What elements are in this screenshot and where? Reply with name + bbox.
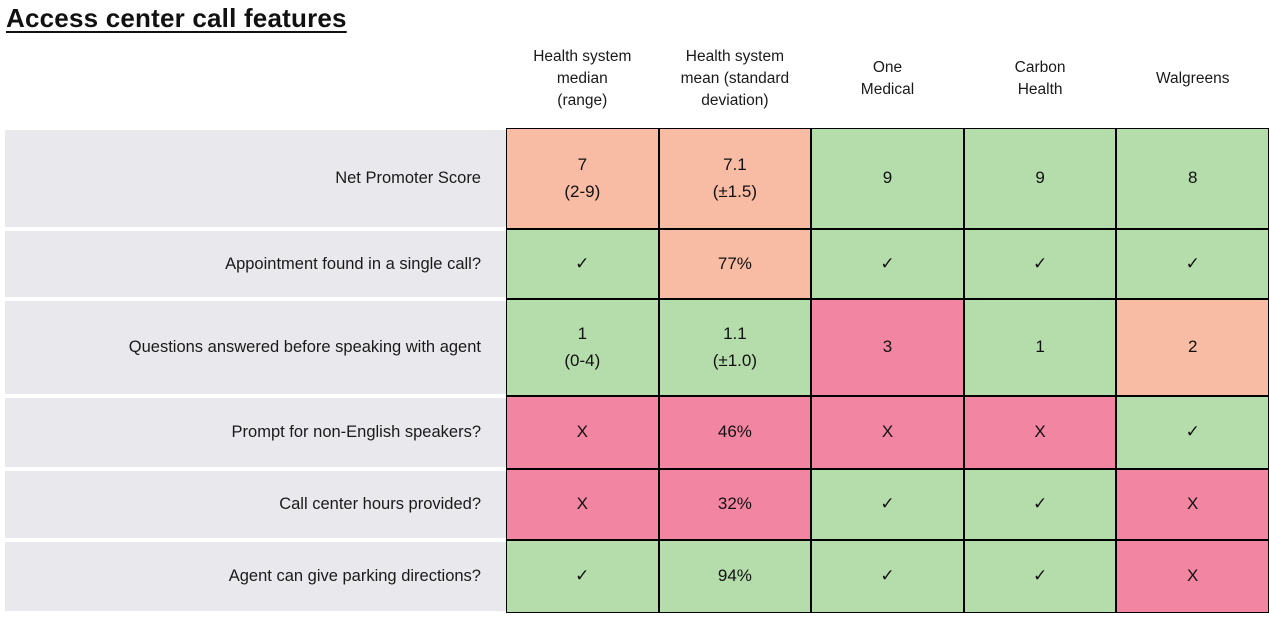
table-cell: 7 (2-9) xyxy=(506,128,659,229)
table-cell: 2 xyxy=(1116,299,1269,396)
column-header: Carbon Health xyxy=(1014,59,1066,98)
column-header: Health system median (range) xyxy=(533,48,632,109)
page-title: Access center call features xyxy=(6,3,347,33)
table-cell: 46% xyxy=(658,396,812,469)
row-label: Prompt for non-English speakers? xyxy=(5,396,506,469)
table-cell: X xyxy=(963,396,1117,469)
table-cell: ✓ xyxy=(963,469,1117,540)
table-cell: X xyxy=(1116,469,1269,540)
row-label: Agent can give parking directions? xyxy=(5,540,506,613)
row-label: Questions answered before speaking with … xyxy=(5,299,506,396)
row-label: Net Promoter Score xyxy=(5,128,506,229)
features-table: Health system median (range) Health syste… xyxy=(5,36,1269,613)
table-cell: 3 xyxy=(811,299,964,396)
column-header: Health system mean (standard deviation) xyxy=(680,48,790,109)
table-cell: ✓ xyxy=(506,540,659,613)
table-cell: 9 xyxy=(811,128,964,229)
table-cell: X xyxy=(811,396,964,469)
table-cell: 9 xyxy=(963,128,1117,229)
table-cell: X xyxy=(506,396,659,469)
column-header: Walgreens xyxy=(1155,70,1230,88)
corner-cell xyxy=(5,36,506,128)
row-label: Appointment found in a single call? xyxy=(5,229,506,299)
table-cell: ✓ xyxy=(506,229,659,299)
table-cell: ✓ xyxy=(1116,396,1269,469)
table-cell: X xyxy=(506,469,659,540)
table-cell: ✓ xyxy=(811,229,964,299)
table-cell: ✓ xyxy=(1116,229,1269,299)
table-cell: 1.1 (±1.0) xyxy=(658,299,812,396)
column-header: One Medical xyxy=(860,59,915,98)
table-cell: ✓ xyxy=(963,229,1117,299)
table-cell: 8 xyxy=(1116,128,1269,229)
table-cell: 1 (0-4) xyxy=(506,299,659,396)
table-cell: ✓ xyxy=(811,540,964,613)
table-cell: ✓ xyxy=(811,469,964,540)
row-label: Call center hours provided? xyxy=(5,469,506,540)
table-cell: X xyxy=(1116,540,1269,613)
table-cell: 77% xyxy=(658,229,812,299)
table-cell: 32% xyxy=(658,469,812,540)
table-cell: 94% xyxy=(658,540,812,613)
table-cell: 7.1 (±1.5) xyxy=(658,128,812,229)
table-cell: 1 xyxy=(963,299,1117,396)
table-cell: ✓ xyxy=(963,540,1117,613)
